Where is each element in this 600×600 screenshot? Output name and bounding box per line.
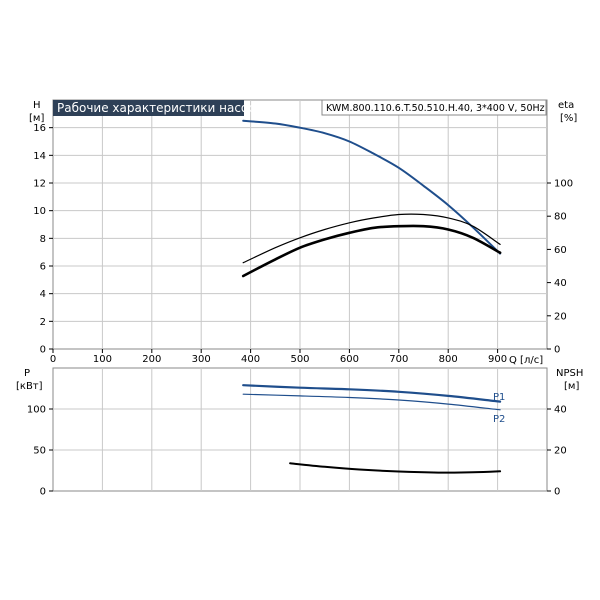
bottom-y-right-label: NPSH	[556, 368, 583, 379]
bottom-series	[242, 384, 502, 474]
top-series-line-0	[242, 119, 502, 255]
x-tick-label: 0	[50, 354, 56, 365]
bottom-y-right-tick-label: 0	[554, 487, 560, 498]
top-y-left-tick-label: 10	[33, 206, 46, 217]
bottom-y-left-tick-label: 50	[33, 446, 46, 457]
bottom-ticks: 0 50 100 0 20 40	[27, 405, 567, 498]
top-y-right-tick-label: 40	[554, 278, 567, 289]
bottom-y-left-tick-label: 100	[27, 405, 46, 416]
top-ticks: 0 100 200 300 400 500 600 700 800 900024681012141…	[33, 123, 573, 365]
bottom-series-line-2	[289, 462, 502, 474]
chart-title: Рабочие характеристики насоса	[57, 101, 262, 115]
top-y-right-tick-label: 0	[554, 345, 560, 356]
top-y-right-tick-label: 20	[554, 311, 567, 322]
top-y-left-tick-label: 4	[40, 289, 46, 300]
top-grid	[53, 100, 547, 349]
x-tick-label: 300	[192, 354, 211, 365]
x-tick-label: 600	[340, 354, 359, 365]
series-label-p1: P1	[493, 392, 505, 403]
top-y-left-unit: [м]	[29, 113, 44, 124]
top-y-right-label: eta	[558, 100, 574, 111]
x-tick-label: 700	[389, 354, 408, 365]
top-y-right-unit: [%]	[560, 113, 577, 124]
bottom-grid	[53, 368, 547, 491]
x-tick-label: 200	[142, 354, 161, 365]
x-tick-label: 400	[241, 354, 260, 365]
top-y-left-tick-label: 2	[40, 317, 46, 328]
x-tick-label: 800	[439, 354, 458, 365]
bottom-y-left-label: P	[24, 368, 30, 379]
bottom-y-left-unit: [кВт]	[16, 381, 43, 392]
top-y-right-tick-label: 100	[554, 179, 573, 190]
top-y-left-tick-label: 14	[33, 151, 46, 162]
x-tick-label: 100	[93, 354, 112, 365]
x-tick-label: 900	[488, 354, 507, 365]
series-label-p2: P2	[493, 414, 505, 425]
top-y-right-tick-label: 80	[554, 212, 567, 223]
top-y-left-tick-label: 12	[33, 179, 46, 190]
top-series-line-3	[242, 213, 501, 264]
x-axis-label: Q [л/с]	[509, 355, 543, 366]
bottom-y-left-tick-label: 0	[40, 487, 46, 498]
bottom-series-line-0	[242, 384, 502, 403]
title-box	[53, 100, 244, 116]
top-y-left-tick-label: 16	[33, 123, 46, 134]
top-y-left-tick-label: 6	[40, 262, 46, 273]
bottom-series-line-1	[242, 393, 501, 411]
top-y-right-tick-label: 60	[554, 245, 567, 256]
top-y-left-tick-label: 0	[40, 345, 46, 356]
bottom-y-right-tick-label: 20	[554, 446, 567, 457]
top-y-left-tick-label: 8	[40, 234, 46, 245]
x-tick-label: 500	[290, 354, 309, 365]
top-y-left-label: H	[33, 100, 41, 111]
top-series-line-1	[241, 224, 502, 278]
bottom-y-right-tick-label: 40	[554, 405, 567, 416]
bottom-y-right-unit: [м]	[564, 381, 579, 392]
top-series	[241, 119, 502, 278]
model-label: KWM.800.110.6.T.50.510.H.40, 3*400 V, 50…	[326, 103, 545, 114]
model-label-box	[321, 99, 547, 116]
